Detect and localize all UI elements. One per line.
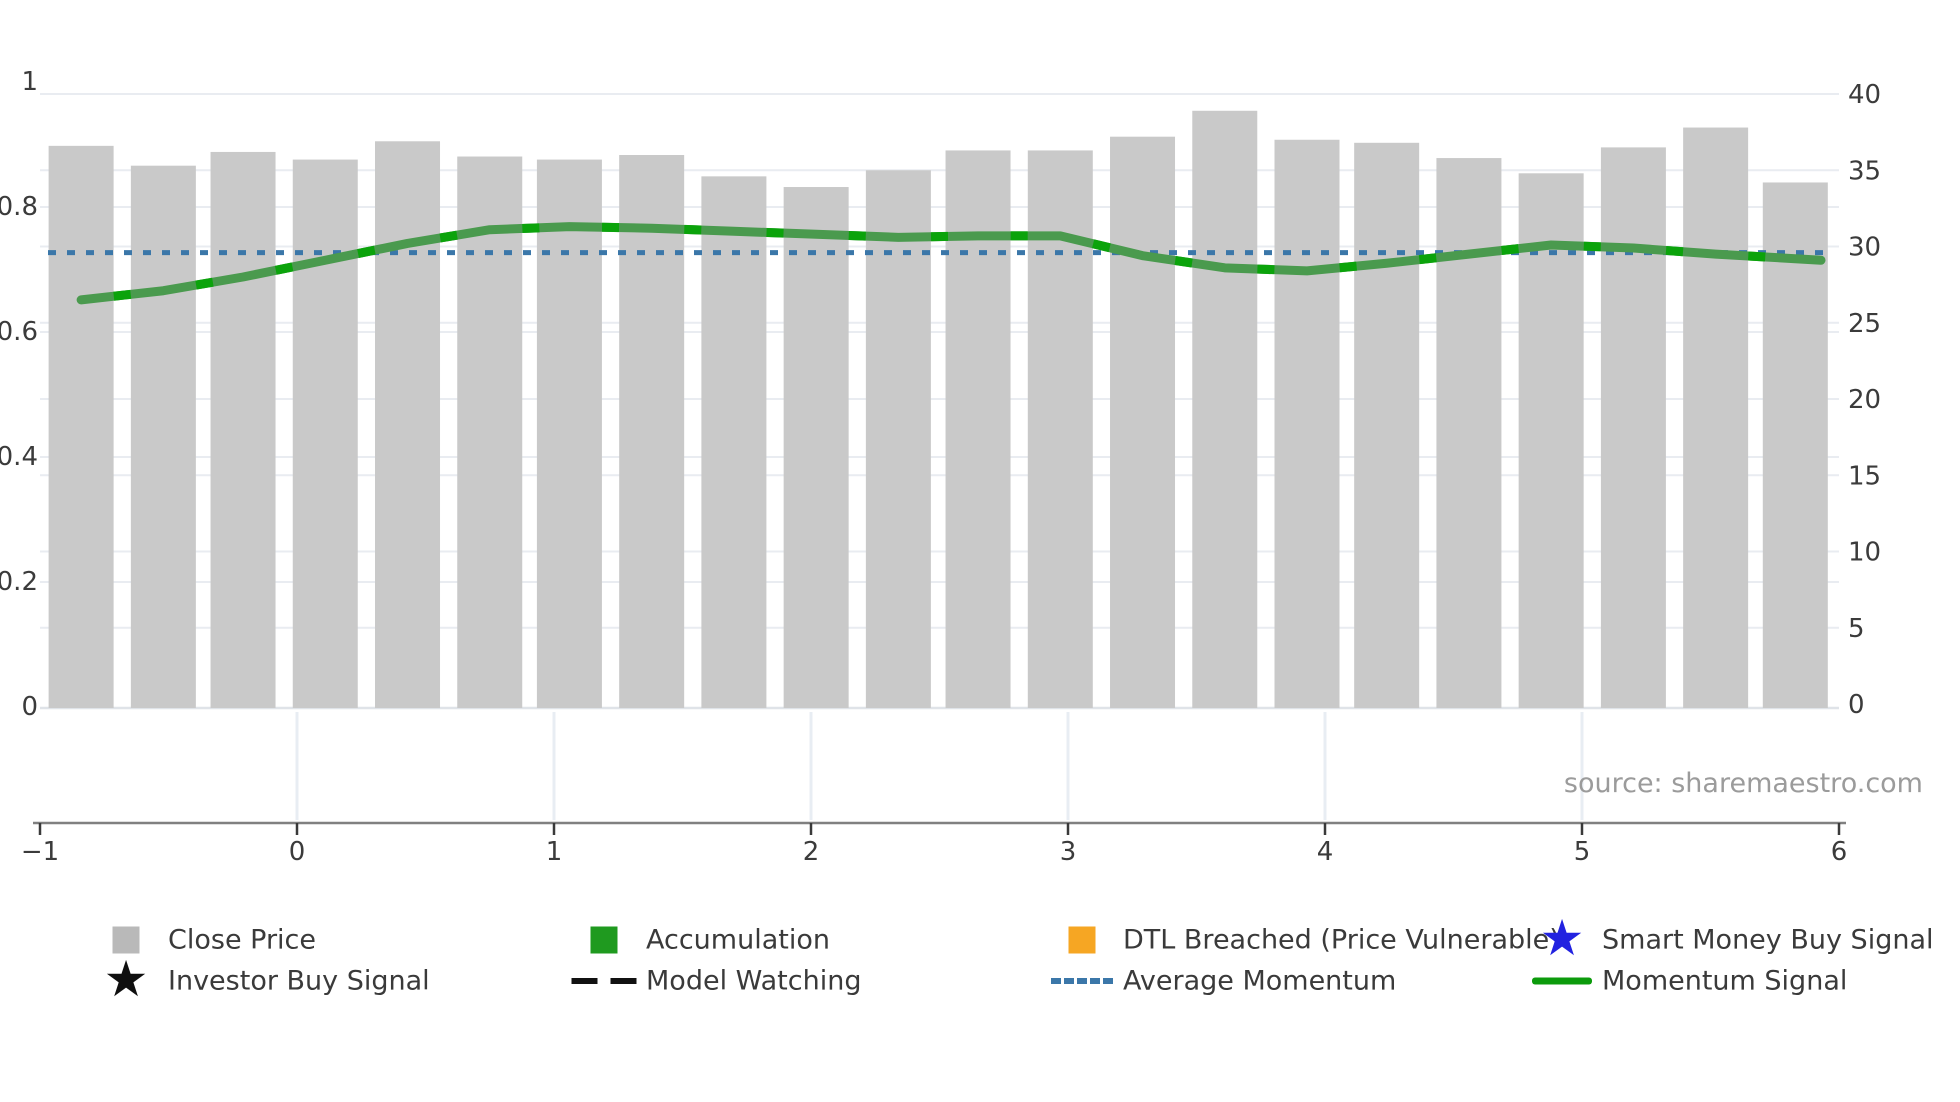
close-price-bar [619,155,685,708]
y-tick-label-right: 25 [1848,309,1881,339]
dot-segment [1103,978,1113,984]
y-tick-label-right: 15 [1848,461,1881,491]
y-tick-label-right: 35 [1848,156,1881,186]
accumulation-square-icon [590,926,618,954]
smart-money-buy-signal-star-icon: ★ [1539,909,1585,967]
y-tick-label-right: 5 [1848,614,1865,644]
close-price-bar [701,176,767,709]
legend-label-close-price: Close Price [168,924,316,956]
y-tick-label-right: 20 [1848,385,1881,415]
accumulation-marker [1748,251,1766,262]
y-tick-label-right: 30 [1848,233,1881,263]
accumulation-marker [1418,253,1437,265]
accumulation-marker [1010,231,1028,241]
dot-segment [1064,978,1074,984]
accumulation-marker [274,262,294,275]
y-tick-label-right: 0 [1848,690,1865,720]
accumulation-marker [766,227,784,238]
accumulation-marker [357,245,376,258]
legend-label-accumulation: Accumulation [646,924,830,956]
close-price-bars [48,110,1828,709]
close-price-bar [1274,139,1340,708]
legend-label-model-watching: Model Watching [646,965,862,997]
close-price-bar [865,170,931,708]
dtl-breached-price-vulnerable-square-icon [1068,926,1096,954]
source-note: source: sharemaestro.com [1563,768,1923,799]
close-price-bar [783,187,849,708]
accumulation-marker [1583,241,1601,252]
dot-segment [1051,978,1061,984]
close-price-bar [1354,142,1420,709]
dot-segment [1090,978,1100,984]
y-tick-label-right: 10 [1848,538,1881,568]
close-price-bar [536,159,602,708]
close-price-bar [1762,182,1828,708]
accumulation-marker [1174,256,1193,268]
legend-label-investor-buy-signal: Investor Buy Signal [168,965,430,997]
x-tick-label: 1 [546,837,563,867]
x-tick-label: 3 [1060,837,1077,867]
accumulation-marker [1339,261,1358,273]
close-price-bar [945,150,1011,709]
legend-label-average-momentum: Average Momentum [1123,965,1397,997]
investor-buy-signal-star-icon: ★ [103,950,149,1008]
dash-segment [610,978,637,984]
close-price-bar [292,159,358,708]
x-tick-label: 4 [1317,837,1334,867]
legend-label-smart-money-buy-signal: Smart Money Buy Signal [1602,924,1934,956]
x-tick-label: 0 [289,837,306,867]
x-tick-label: 6 [1831,837,1848,867]
accumulation-marker [1257,264,1275,275]
legend-label-dtl-breached-price-vulnerable: DTL Breached (Price Vulnerable) [1123,924,1560,956]
x-tick-label: −1 [21,837,59,867]
close-price-bar [48,145,114,709]
close-price-bar [457,156,523,708]
accumulation-marker [601,222,620,233]
close-price-bar [1600,147,1666,708]
y-tick-label-left: 1 [21,67,38,97]
y-tick-label-left: 0 [21,692,38,722]
average-momentum-dotted-line-icon [1051,978,1113,984]
close-price-bar [210,151,276,708]
dot-segment [1077,978,1087,984]
accumulation-marker [1092,239,1111,253]
y-tick-label-left: 0.4 [0,442,38,472]
close-price-bar [130,165,196,709]
accumulation-marker [848,231,866,241]
y-tick-label-left: 0.8 [0,192,38,222]
close-price-bar [1518,173,1584,709]
momentum-signal-line [76,222,1826,305]
y-tick-label-right: 40 [1848,80,1881,110]
accumulation-marker [684,224,702,235]
accumulation-marker [522,223,540,233]
close-price-bar [1436,158,1502,709]
legend-label-momentum-signal: Momentum Signal [1602,965,1848,997]
close-price-square-icon [112,926,140,954]
close-price-bar [1683,127,1749,709]
y-tick-label-left: 0.2 [0,567,38,597]
accumulation-marker [930,231,949,242]
accumulation-markers [113,222,1766,301]
close-price-bar [375,141,441,708]
x-tick-label: 5 [1574,837,1591,867]
accumulation-marker [113,289,132,301]
model-watching-dashed-line-icon [571,978,637,984]
close-price-bar [1110,136,1176,708]
accumulation-marker [439,230,458,243]
close-price-bar [1192,110,1258,708]
accumulation-marker [195,277,214,290]
accumulation-marker [1665,245,1684,257]
accumulation-marker [1501,244,1519,255]
y-tick-label-left: 0.6 [0,317,38,347]
dash-segment [571,978,598,984]
x-tick-label: 2 [803,837,820,867]
momentum-signal-line-icon [1532,977,1592,985]
